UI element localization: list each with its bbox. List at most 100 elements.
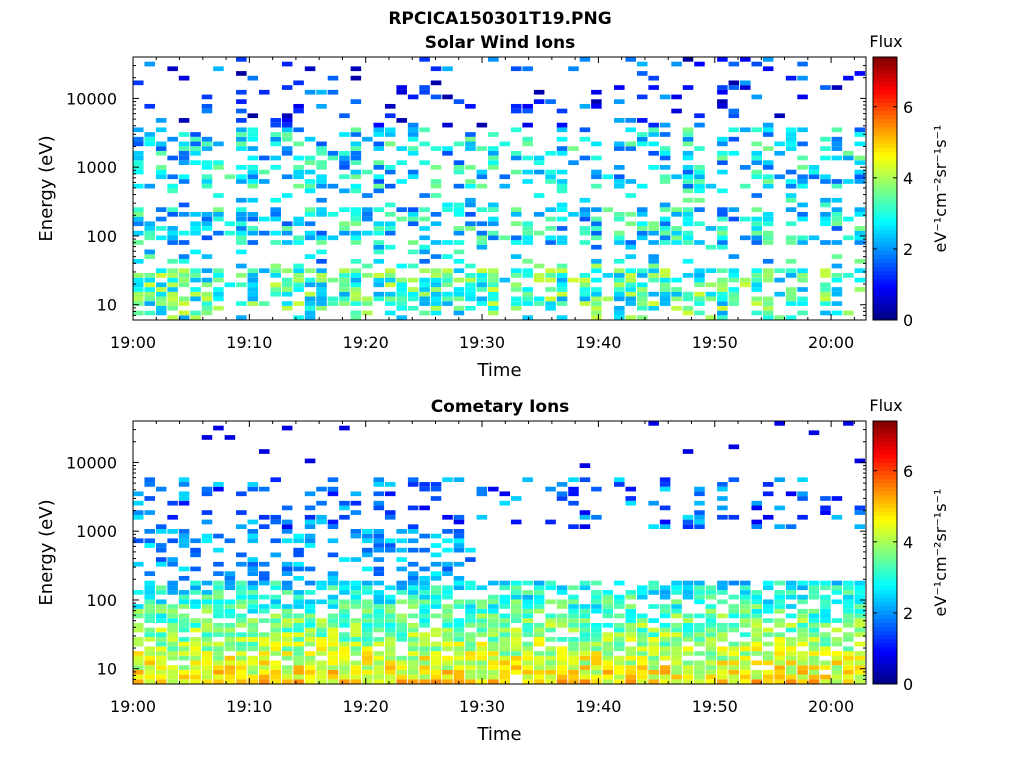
heatmap-cell <box>430 660 442 666</box>
heatmap-cell <box>316 519 327 525</box>
heatmap-cell <box>373 230 385 236</box>
heatmap-cell <box>362 310 373 316</box>
heatmap-cell <box>304 188 316 194</box>
heatmap-cell <box>442 268 453 274</box>
colorbar-tick-label: 6 <box>903 462 913 481</box>
heatmap-cell <box>453 268 465 274</box>
heatmap-cell <box>510 637 522 642</box>
heatmap-cell <box>339 618 350 623</box>
heatmap-cell <box>579 627 591 633</box>
heatmap-cell <box>728 277 740 283</box>
heatmap-cell <box>705 655 717 661</box>
heatmap-cell <box>213 193 224 198</box>
heatmap-cell <box>247 183 259 189</box>
heatmap-cell <box>774 660 785 666</box>
heatmap-cell <box>659 608 671 614</box>
heatmap-cell <box>465 679 476 684</box>
heatmap-cell <box>327 524 339 530</box>
heatmap-cell <box>213 622 224 628</box>
heatmap-cell <box>419 287 430 292</box>
heatmap-cell <box>419 127 430 133</box>
heatmap-cell <box>144 287 155 292</box>
colorbar-segment <box>873 237 897 243</box>
heatmap-cell <box>488 608 499 614</box>
heatmap-cell <box>659 477 671 483</box>
heatmap-cell <box>350 277 362 283</box>
heatmap-cell <box>808 679 820 684</box>
heatmap-cell <box>751 604 763 609</box>
heatmap-cell <box>362 529 373 534</box>
heatmap-cell <box>384 165 396 170</box>
heatmap-cell <box>614 599 625 605</box>
heatmap-cell <box>636 637 648 642</box>
heatmap-cell <box>373 580 385 586</box>
heatmap-cell <box>373 174 385 180</box>
colorbar-segment <box>873 478 897 484</box>
heatmap-cell <box>178 575 190 581</box>
heatmap-cell <box>442 665 453 670</box>
heatmap-cell <box>579 211 591 217</box>
heatmap-cell <box>247 75 259 81</box>
heatmap-cell <box>430 296 442 302</box>
heatmap-cell <box>430 571 442 576</box>
colorbar-segment <box>873 196 897 202</box>
heatmap-cell <box>396 263 407 269</box>
heatmap-cell <box>396 277 407 283</box>
heatmap-cell <box>281 61 293 67</box>
heatmap-cell <box>533 655 545 661</box>
heatmap-cell <box>133 240 144 245</box>
heatmap-cell <box>190 132 201 137</box>
heatmap-cell <box>751 282 763 288</box>
heatmap-cell <box>648 669 659 675</box>
heatmap-cell <box>144 580 155 586</box>
heatmap-cell <box>831 618 843 623</box>
heatmap-cell <box>728 627 740 633</box>
heatmap-cell <box>636 641 648 647</box>
heatmap-cell <box>797 273 808 278</box>
heatmap-cell <box>797 608 808 614</box>
heatmap-cell <box>350 491 362 497</box>
heatmap-cell <box>407 505 419 511</box>
heatmap-cell <box>201 669 213 675</box>
heatmap-cell <box>671 669 682 675</box>
heatmap-cell <box>293 613 304 619</box>
heatmap-cell <box>854 71 866 76</box>
heatmap-cell <box>831 136 843 142</box>
heatmap-cell <box>476 613 488 619</box>
heatmap-cell <box>293 277 304 283</box>
heatmap-cell <box>694 486 705 492</box>
heatmap-cell <box>510 103 522 109</box>
heatmap-cell <box>419 604 430 609</box>
heatmap-cell <box>465 202 476 208</box>
heatmap-cell <box>694 519 705 525</box>
heatmap-cell <box>510 585 522 591</box>
heatmap-cell <box>556 655 568 661</box>
heatmap-cell <box>178 594 190 600</box>
heatmap-cell <box>465 197 476 203</box>
heatmap-cell <box>407 538 419 544</box>
heatmap-cell <box>579 632 591 638</box>
heatmap-cell <box>201 235 213 241</box>
heatmap-cell <box>419 277 430 283</box>
heatmap-cell <box>831 585 843 591</box>
heatmap-cell <box>671 637 682 642</box>
heatmap-cell <box>579 669 591 675</box>
heatmap-cell <box>442 477 453 483</box>
heatmap-cell <box>648 301 659 306</box>
heatmap-cell <box>407 637 419 642</box>
x-axis-label: Time <box>476 724 521 745</box>
heatmap-cell <box>339 268 350 274</box>
heatmap-cell <box>144 277 155 283</box>
colorbar-segment <box>873 93 897 99</box>
colorbar-segment <box>873 626 897 632</box>
heatmap-cell <box>831 679 843 684</box>
heatmap-cell <box>293 590 304 595</box>
heatmap-cell <box>659 287 671 292</box>
heatmap-cell <box>579 665 591 670</box>
heatmap-cell <box>522 287 533 292</box>
heatmap-cell <box>201 533 213 539</box>
heatmap-cell <box>373 296 385 302</box>
heatmap-cell <box>499 632 511 638</box>
heatmap-cell <box>167 632 178 638</box>
heatmap-cell <box>178 622 190 628</box>
